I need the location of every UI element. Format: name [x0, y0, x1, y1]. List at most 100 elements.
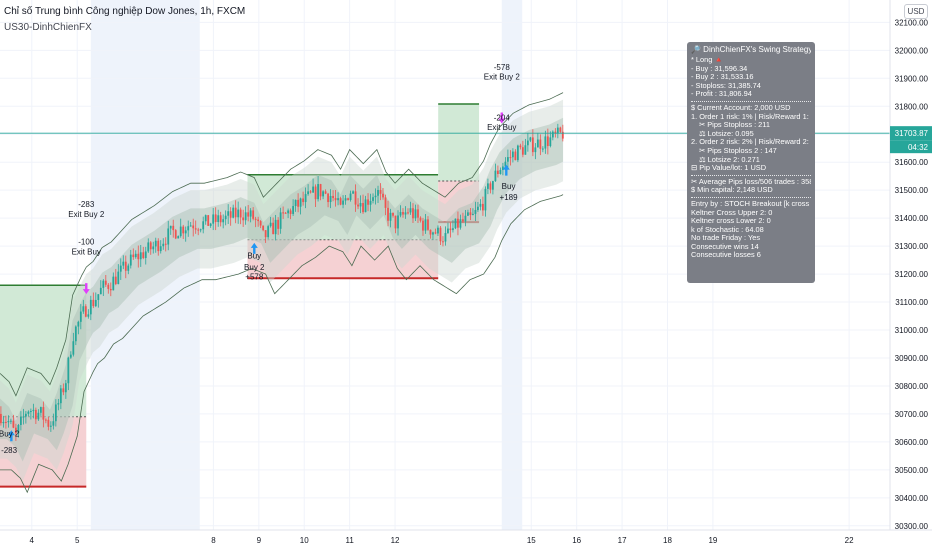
panel-line: * Long 🔺: [691, 56, 724, 64]
y-tick-label: 30600.00: [895, 438, 929, 447]
candle-down: [229, 211, 232, 218]
candle-up: [37, 412, 40, 420]
candle-down: [429, 229, 432, 235]
candle-down: [182, 226, 185, 234]
candle-down: [422, 220, 424, 231]
candle-up: [24, 413, 27, 417]
candle-up: [536, 139, 539, 148]
candle-up: [112, 276, 115, 291]
strategy-info-panel: 🔎 DinhChienFX's Swing Strategy * Long 🔺 -…: [687, 42, 815, 283]
candle-down: [332, 195, 334, 199]
trade-label: Exit Buy: [72, 248, 101, 257]
candle-down: [417, 209, 419, 218]
currency-button[interactable]: USD: [904, 4, 928, 19]
candle-up: [322, 191, 324, 197]
candle-up: [159, 246, 162, 252]
trade-label: Buy: [247, 252, 261, 261]
candle-up: [27, 411, 30, 414]
panel-line: Keltner cross Lower 2: 0: [691, 217, 771, 226]
candle-down: [469, 212, 472, 215]
candle-up: [102, 280, 105, 288]
candle-down: [47, 419, 50, 427]
candle-up: [99, 287, 102, 295]
candle-up: [511, 151, 514, 158]
candle-up: [317, 184, 319, 200]
buy-arrow-icon: [250, 242, 258, 254]
candle-up: [294, 199, 297, 207]
candle-up: [167, 228, 170, 245]
x-tick-label: 22: [845, 536, 854, 545]
candle-up: [74, 326, 77, 342]
candle-down: [514, 151, 517, 161]
candle-up: [179, 226, 182, 237]
x-tick-label: 18: [663, 536, 672, 545]
candle-down: [192, 225, 195, 229]
candle-down: [44, 419, 47, 421]
candle-up: [79, 311, 82, 322]
candle-down: [531, 137, 534, 153]
candle-down: [387, 207, 389, 221]
candle-up: [189, 225, 192, 227]
candle-up: [299, 198, 302, 207]
candle-up: [22, 416, 25, 418]
candle-down: [489, 183, 492, 190]
trade-label: Exit Buy 2: [68, 210, 105, 219]
candle-down: [104, 280, 107, 285]
y-tick-label: 32100.00: [895, 18, 929, 27]
x-tick-label: 9: [257, 536, 262, 545]
candle-down: [219, 215, 222, 223]
panel-separator: [691, 100, 811, 102]
last-price-value: 31703.87: [895, 129, 929, 138]
y-tick-label: 31900.00: [895, 74, 929, 83]
candle-up: [404, 212, 407, 215]
candle-up: [274, 219, 277, 235]
candle-down: [62, 388, 65, 393]
candle-up: [249, 210, 252, 217]
candle-up: [89, 299, 92, 315]
candle-up: [464, 215, 467, 222]
candle-down: [174, 230, 177, 239]
candle-up: [134, 253, 137, 258]
panel-line: - Profit : 31,806.94: [691, 90, 752, 99]
panel-line: - Buy : 31,596.34: [691, 64, 748, 73]
candle-down: [247, 212, 250, 217]
candle-up: [187, 226, 190, 231]
candle-up: [117, 271, 120, 285]
candle-down: [384, 197, 387, 208]
candle-up: [499, 169, 502, 175]
candle-up: [217, 215, 220, 223]
candle-down: [482, 203, 484, 211]
candle-up: [162, 243, 165, 247]
candle-up: [359, 203, 362, 207]
candle-up: [147, 242, 150, 252]
keltner-outer-band: [0, 99, 564, 482]
candle-up: [54, 404, 57, 422]
candle-down: [449, 228, 452, 231]
candle-up: [342, 200, 344, 205]
candle-up: [269, 222, 272, 227]
candle-down: [109, 288, 112, 291]
candle-down: [289, 210, 292, 214]
bar-countdown: 04:32: [908, 143, 929, 152]
candle-up: [524, 145, 527, 155]
candle-up: [227, 211, 230, 216]
indicator-label[interactable]: US30-DinhChienFX: [4, 22, 92, 33]
y-tick-label: 30900.00: [895, 354, 929, 363]
trade-label: Buy: [502, 182, 516, 191]
candle-up: [19, 416, 22, 425]
candle-up: [424, 219, 427, 231]
x-tick-label: 5: [75, 536, 80, 545]
candle-up: [414, 209, 417, 219]
candle-down: [521, 147, 524, 155]
candle-up: [304, 194, 307, 203]
candle-up: [484, 188, 487, 211]
candle-down: [197, 229, 200, 231]
x-tick-label: 19: [708, 536, 717, 545]
candle-up: [244, 212, 247, 221]
panel-line: Keltner Cross Upper 2: 0: [691, 208, 773, 217]
panel-line: ✂ Pips Stoploss 2 : 147: [699, 146, 777, 155]
candle-down: [462, 219, 464, 222]
candle-down: [164, 243, 167, 245]
panel-separator: [691, 174, 811, 176]
